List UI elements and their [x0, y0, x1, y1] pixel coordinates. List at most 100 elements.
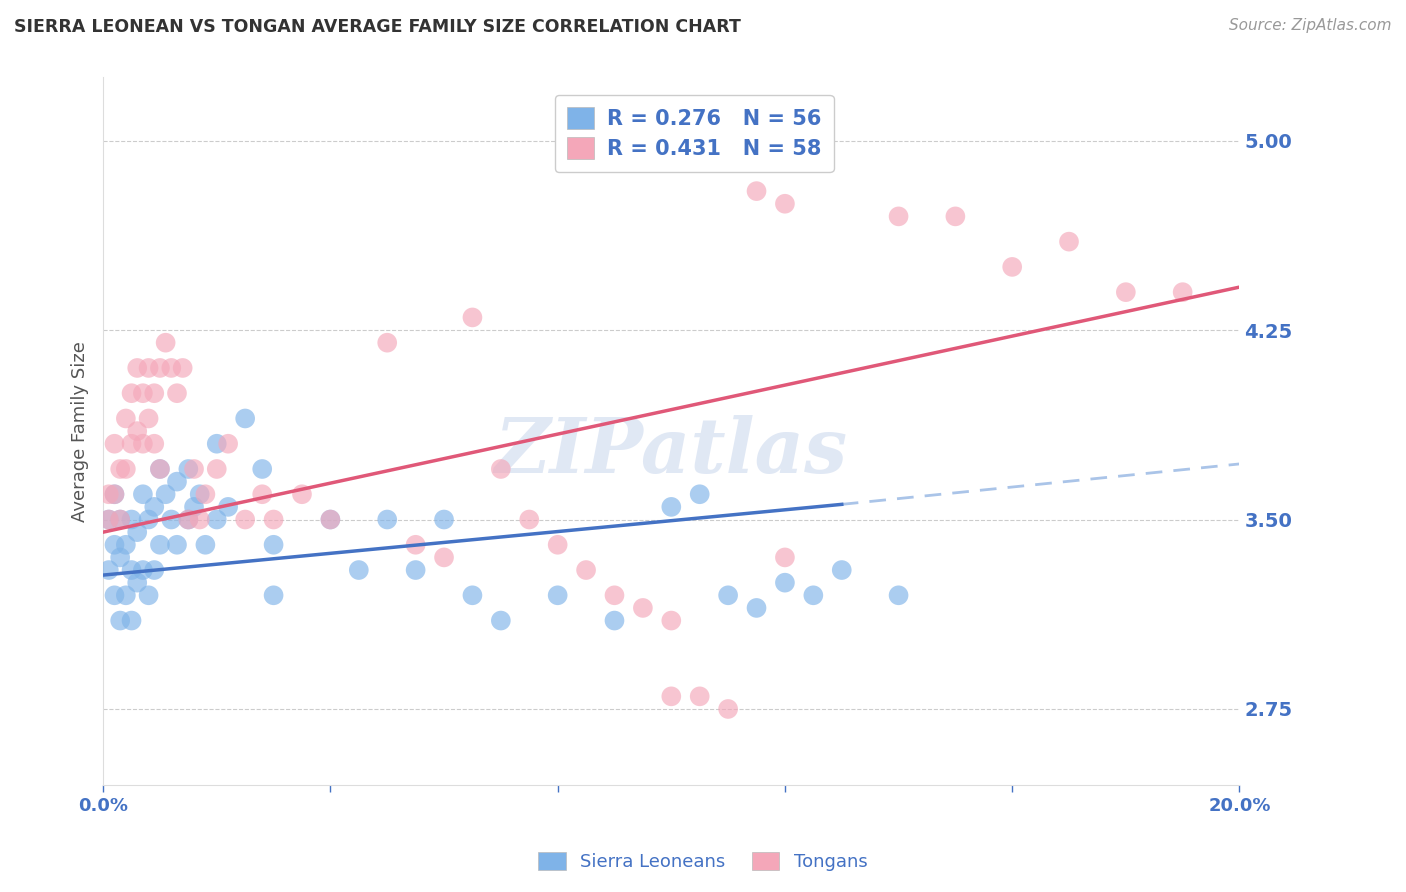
Point [319, 512, 342, 526]
Point [461, 310, 484, 325]
Text: ZIPatlas: ZIPatlas [495, 416, 848, 490]
Point [115, 538, 138, 552]
Point [194, 538, 217, 552]
Point [121, 563, 143, 577]
Point [887, 588, 910, 602]
Point [773, 550, 796, 565]
Text: Source: ZipAtlas.com: Source: ZipAtlas.com [1229, 18, 1392, 33]
Point [205, 512, 228, 526]
Point [1115, 285, 1137, 300]
Point [103, 436, 125, 450]
Point [945, 210, 967, 224]
Point [745, 601, 768, 615]
Point [103, 487, 125, 501]
Point [108, 550, 131, 565]
Point [166, 475, 188, 489]
Point [121, 512, 143, 526]
Point [132, 386, 155, 401]
Point [205, 436, 228, 450]
Point [108, 512, 131, 526]
Point [689, 487, 711, 501]
Point [127, 360, 149, 375]
Point [108, 512, 131, 526]
Point [250, 462, 273, 476]
Point [375, 512, 398, 526]
Point [103, 487, 125, 501]
Point [233, 512, 256, 526]
Point [121, 436, 143, 450]
Point [547, 538, 569, 552]
Y-axis label: Average Family Size: Average Family Size [72, 341, 89, 522]
Point [127, 525, 149, 540]
Point [115, 588, 138, 602]
Point [97, 512, 120, 526]
Point [773, 575, 796, 590]
Point [166, 538, 188, 552]
Point [603, 614, 626, 628]
Point [97, 487, 120, 501]
Point [177, 512, 200, 526]
Point [143, 436, 166, 450]
Point [291, 487, 314, 501]
Point [188, 512, 211, 526]
Point [149, 360, 172, 375]
Point [659, 690, 682, 704]
Point [177, 512, 200, 526]
Point [115, 411, 138, 425]
Point [831, 563, 853, 577]
Point [517, 512, 540, 526]
Point [489, 614, 512, 628]
Point [603, 588, 626, 602]
Point [194, 487, 217, 501]
Point [108, 614, 131, 628]
Point [115, 462, 138, 476]
Point [1057, 235, 1080, 249]
Point [217, 436, 239, 450]
Point [155, 335, 177, 350]
Point [263, 512, 285, 526]
Point [155, 487, 177, 501]
Point [138, 512, 160, 526]
Point [121, 614, 143, 628]
Point [160, 512, 183, 526]
Point [375, 335, 398, 350]
Point [250, 487, 273, 501]
Legend: Sierra Leoneans, Tongans: Sierra Leoneans, Tongans [531, 845, 875, 879]
Point [121, 386, 143, 401]
Point [801, 588, 824, 602]
Point [347, 563, 370, 577]
Point [745, 184, 768, 198]
Point [183, 500, 205, 514]
Point [433, 550, 456, 565]
Point [717, 702, 740, 716]
Point [149, 462, 172, 476]
Point [103, 588, 125, 602]
Point [138, 411, 160, 425]
Legend: R = 0.276   N = 56, R = 0.431   N = 58: R = 0.276 N = 56, R = 0.431 N = 58 [554, 95, 834, 171]
Point [138, 360, 160, 375]
Point [263, 538, 285, 552]
Point [205, 462, 228, 476]
Point [659, 500, 682, 514]
Point [405, 563, 427, 577]
Point [172, 360, 194, 375]
Point [263, 588, 285, 602]
Point [138, 588, 160, 602]
Point [717, 588, 740, 602]
Point [233, 411, 256, 425]
Point [319, 512, 342, 526]
Point [127, 424, 149, 438]
Point [217, 500, 239, 514]
Point [659, 614, 682, 628]
Point [183, 462, 205, 476]
Point [689, 690, 711, 704]
Point [575, 563, 598, 577]
Point [547, 588, 569, 602]
Point [1001, 260, 1024, 274]
Point [132, 563, 155, 577]
Point [489, 462, 512, 476]
Point [143, 500, 166, 514]
Point [97, 563, 120, 577]
Point [405, 538, 427, 552]
Point [177, 462, 200, 476]
